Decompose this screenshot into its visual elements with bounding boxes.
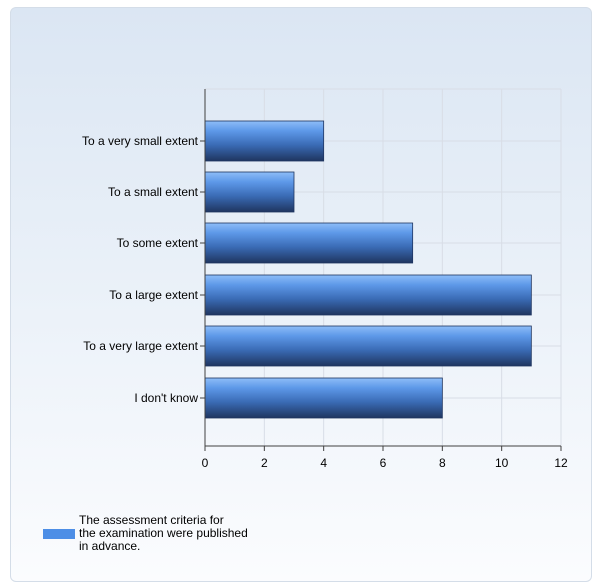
- bar: [204, 325, 532, 367]
- legend-line: in advance.: [79, 539, 141, 553]
- bar: [204, 377, 443, 419]
- x-tick-label: 4: [320, 456, 327, 470]
- category-label: To a large extent: [109, 288, 198, 302]
- bar: [204, 274, 532, 316]
- bar: [204, 222, 414, 264]
- bar: [204, 120, 325, 162]
- legend-line: The assessment criteria for: [79, 513, 224, 527]
- legend: The assessment criteria for the examinat…: [43, 514, 248, 553]
- x-tick-label: 8: [439, 456, 446, 470]
- x-tick-label: 10: [495, 456, 509, 470]
- x-tick-label: 6: [380, 456, 387, 470]
- category-label: To some extent: [117, 236, 199, 250]
- category-label: To a very small extent: [82, 134, 199, 148]
- category-label: I don't know: [134, 391, 198, 405]
- x-tick-label: 2: [261, 456, 268, 470]
- category-label: To a small extent: [108, 185, 199, 199]
- legend-line: the examination were published: [79, 526, 248, 540]
- category-label: To a very large extent: [83, 339, 198, 353]
- bar: [204, 171, 295, 213]
- x-tick-label: 12: [554, 456, 568, 470]
- x-tick-label: 0: [202, 456, 209, 470]
- legend-swatch: [43, 528, 75, 539]
- legend-label: The assessment criteria for the examinat…: [79, 514, 248, 553]
